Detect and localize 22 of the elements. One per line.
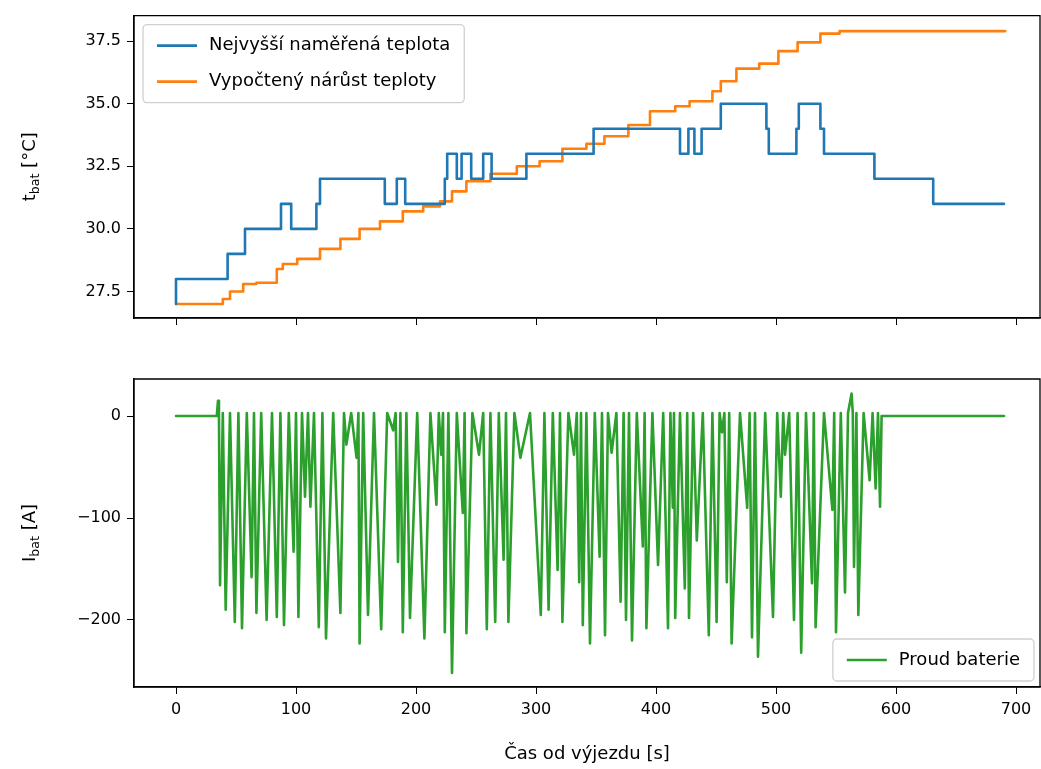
x-tick-label: 500 — [760, 698, 792, 718]
y-tick-label: 37.5 — [85, 30, 121, 50]
legend-label: Proud baterie — [898, 647, 1021, 669]
legend-label: Nejvyšší naměřená teplota — [209, 33, 451, 55]
y-tick-label: 30.0 — [85, 218, 121, 238]
y-tick-label: 27.5 — [85, 280, 121, 300]
x-tick-label: 400 — [640, 698, 672, 718]
x-tick-label: 0 — [170, 698, 182, 718]
x-tick-label: 700 — [1000, 698, 1032, 718]
x-tick-label: 600 — [880, 698, 912, 718]
x-axis-title: Čas od výjezdu [s] — [504, 741, 670, 763]
y-tick-label: 35.0 — [85, 92, 121, 112]
y-axis-title: Ibat [A] — [17, 503, 42, 563]
y-tick-label: 32.5 — [85, 155, 121, 175]
y-tick-label: −100 — [77, 507, 121, 527]
y-tick-label: 0 — [110, 405, 121, 425]
legend-label: Vypočtený nárůst teploty — [209, 69, 437, 91]
x-tick-label: 200 — [400, 698, 432, 718]
x-tick-label: 300 — [520, 698, 552, 718]
y-tick-label: −200 — [77, 609, 121, 629]
y-axis-title: tbat [°C] — [17, 132, 42, 202]
x-tick-label: 100 — [280, 698, 312, 718]
